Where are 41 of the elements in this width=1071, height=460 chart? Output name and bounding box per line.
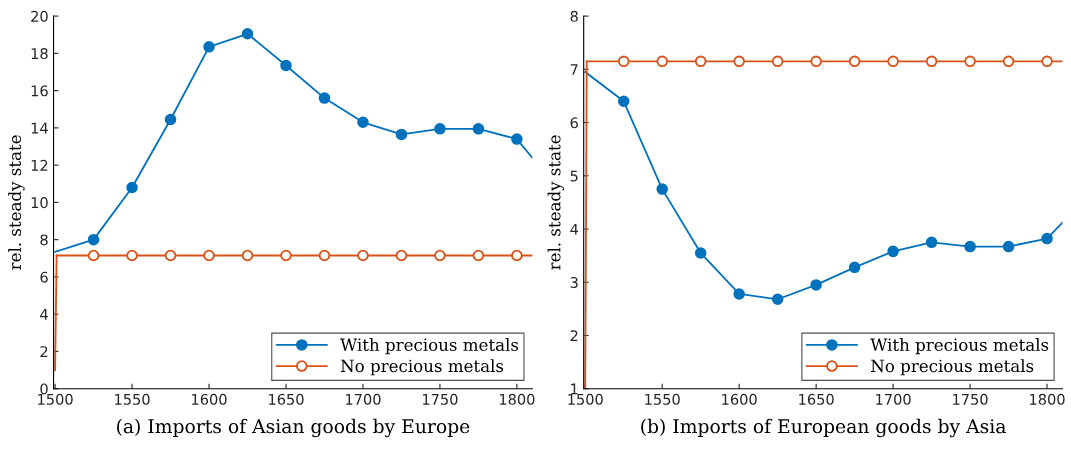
y-tick-label: 16: [31, 85, 48, 97]
text: (a) Imports of Asian goods by Europe: [117, 418, 470, 438]
x-tick-label: 1500: [38, 393, 73, 405]
text: (b) Imports of European goods by Asia: [641, 418, 1006, 438]
y-tick-label: 14: [31, 122, 48, 134]
y-tick-label: 2: [40, 346, 48, 357]
x-tick-label: 1750: [422, 393, 458, 405]
y-tick-label: 20: [31, 10, 48, 22]
y-tick-label: 5: [570, 170, 578, 182]
y-tick-label: 2: [570, 330, 578, 342]
x-tick-label: 1550: [115, 393, 150, 405]
x-tick-label: 1550: [645, 393, 680, 405]
legend-label: No precious metals: [871, 359, 1034, 376]
y-tick-label: 18: [31, 48, 48, 60]
x-tick-label: 1650: [269, 393, 304, 405]
x-tick-label: 1750: [953, 393, 988, 405]
legend-label: No precious metals: [340, 359, 504, 376]
y-tick-label: 8: [570, 10, 578, 22]
y-tick-label: 4: [40, 309, 48, 320]
x-tick-label: 1700: [346, 393, 381, 405]
legend-label: With precious metals: [340, 338, 519, 355]
x-tick-label: 1600: [722, 393, 757, 405]
y-tick-label: 8: [40, 234, 48, 246]
y-axis-title: rel. steady state: [547, 135, 564, 270]
x-tick-label: 1800: [1030, 393, 1065, 405]
y-tick-label: 12: [31, 159, 48, 171]
x-tick-label: 1600: [192, 393, 227, 405]
y-axis-title: rel. steady state: [8, 135, 25, 270]
y-tick-label: 10: [31, 197, 48, 209]
y-tick-label: 1: [571, 383, 578, 395]
y-tick-label: 6: [570, 117, 578, 129]
y-tick-label: 6: [40, 271, 48, 283]
y-tick-label: 4: [570, 223, 579, 235]
legend-label: With precious metals: [870, 338, 1049, 355]
x-tick-label: 1500: [568, 393, 603, 405]
x-tick-label: 1800: [499, 393, 535, 405]
y-tick-label: 0: [40, 383, 48, 395]
y-tick-label: 7: [570, 64, 578, 75]
x-tick-label: 1650: [799, 393, 834, 405]
x-tick-label: 1700: [876, 393, 911, 405]
y-tick-label: 3: [570, 276, 578, 288]
